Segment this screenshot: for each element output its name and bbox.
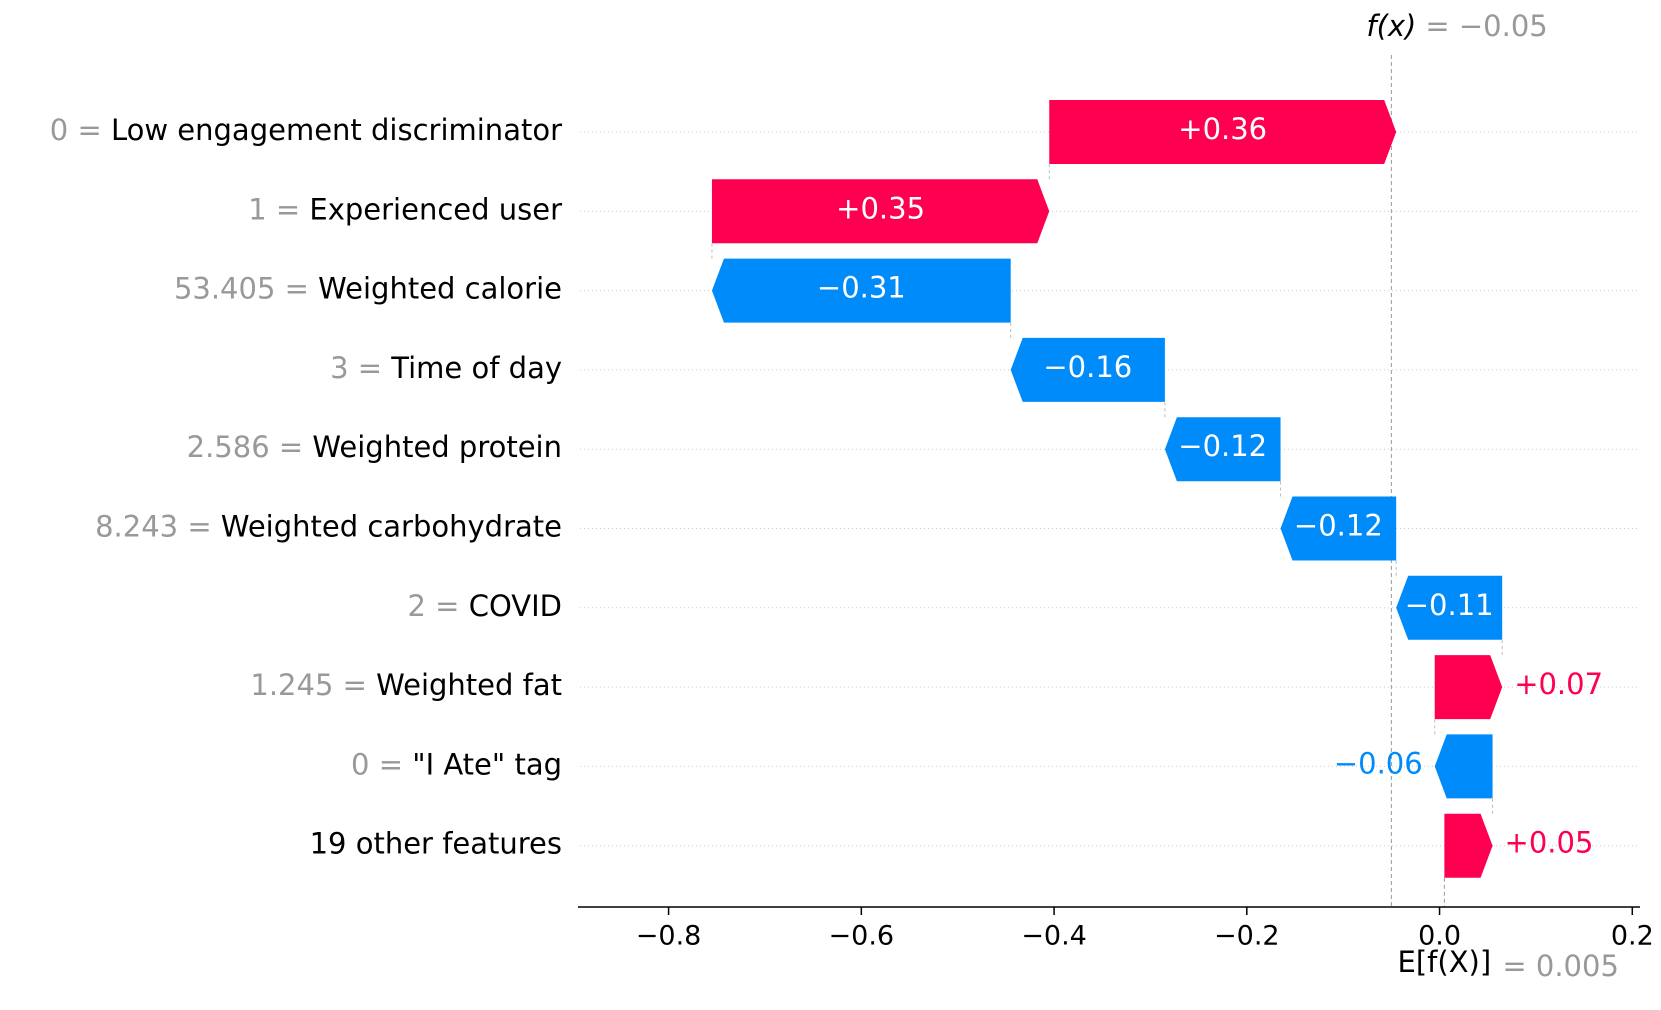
x-tick-label: −0.4: [1021, 921, 1087, 952]
value-label: +0.36: [1178, 112, 1267, 146]
feature-label: 53.405 = Weighted calorie: [174, 272, 562, 306]
bar: [1049, 100, 1397, 164]
feature-name: Weighted carbohydrate: [221, 510, 562, 544]
value-label: −0.31: [817, 271, 906, 305]
bar: [1396, 575, 1503, 640]
bar: [711, 179, 1050, 244]
base-value-label: = 0.005: [1502, 949, 1619, 983]
bar: [1444, 813, 1493, 878]
feature-label: 8.243 = Weighted carbohydrate: [95, 510, 562, 544]
feature-name: Experienced user: [309, 192, 562, 226]
value-label: −0.06: [1334, 746, 1423, 780]
feature-label: 19 other features: [310, 827, 562, 861]
feature-value: 2 =: [408, 589, 460, 623]
feature-name: COVID: [469, 589, 562, 623]
feature-name: Time of day: [390, 351, 562, 385]
feature-label: 0 = "I Ate" tag: [351, 747, 562, 781]
value-label: −0.16: [1043, 350, 1132, 384]
value-label: −0.12: [1294, 509, 1383, 543]
feature-name: Weighted fat: [376, 668, 562, 702]
value-label: +0.07: [1514, 667, 1603, 701]
value-label: −0.11: [1405, 588, 1494, 622]
feature-value: 1.245 =: [250, 668, 367, 702]
x-tick-label: −0.8: [636, 921, 702, 952]
value-label: +0.05: [1505, 826, 1594, 860]
feature-value: 53.405 =: [174, 272, 309, 306]
fx-label: f(x): [1366, 9, 1416, 43]
feature-name: Low engagement discriminator: [111, 113, 562, 147]
feature-value: 2.586 =: [187, 430, 304, 464]
feature-name: 19 other features: [310, 827, 562, 861]
feature-label: 2 = COVID: [408, 589, 562, 623]
x-tick-label: −0.2: [1214, 921, 1280, 952]
feature-name: Weighted protein: [312, 430, 562, 464]
bar: [1434, 734, 1493, 799]
value-label: −0.12: [1178, 429, 1267, 463]
x-tick-label: 0.0: [1418, 921, 1461, 952]
bar: [1280, 496, 1397, 561]
feature-name: Weighted calorie: [318, 272, 562, 306]
base-label: E[f(X)]: [1398, 945, 1492, 979]
x-tick-label: −0.6: [829, 921, 895, 952]
bar: [1010, 337, 1165, 402]
feature-name: "I Ate" tag: [412, 747, 562, 781]
feature-value: 8.243 =: [95, 510, 212, 544]
feature-value: 3 =: [330, 351, 382, 385]
feature-value: 1 =: [248, 192, 300, 226]
bar: [1164, 417, 1281, 482]
feature-label: 0 = Low engagement discriminator: [50, 113, 562, 147]
bar: [711, 258, 1011, 323]
bar: [1434, 655, 1503, 720]
feature-label: 2.586 = Weighted protein: [187, 430, 562, 464]
value-label: +0.35: [836, 191, 925, 225]
feature-value: 0 =: [351, 747, 403, 781]
feature-label: 1 = Experienced user: [248, 192, 562, 226]
feature-value: 0 =: [50, 113, 102, 147]
fx-value-label: = −0.05: [1425, 9, 1547, 43]
feature-label: 3 = Time of day: [330, 351, 562, 385]
x-tick-label: 0.2: [1611, 921, 1654, 952]
feature-label: 1.245 = Weighted fat: [250, 668, 562, 702]
